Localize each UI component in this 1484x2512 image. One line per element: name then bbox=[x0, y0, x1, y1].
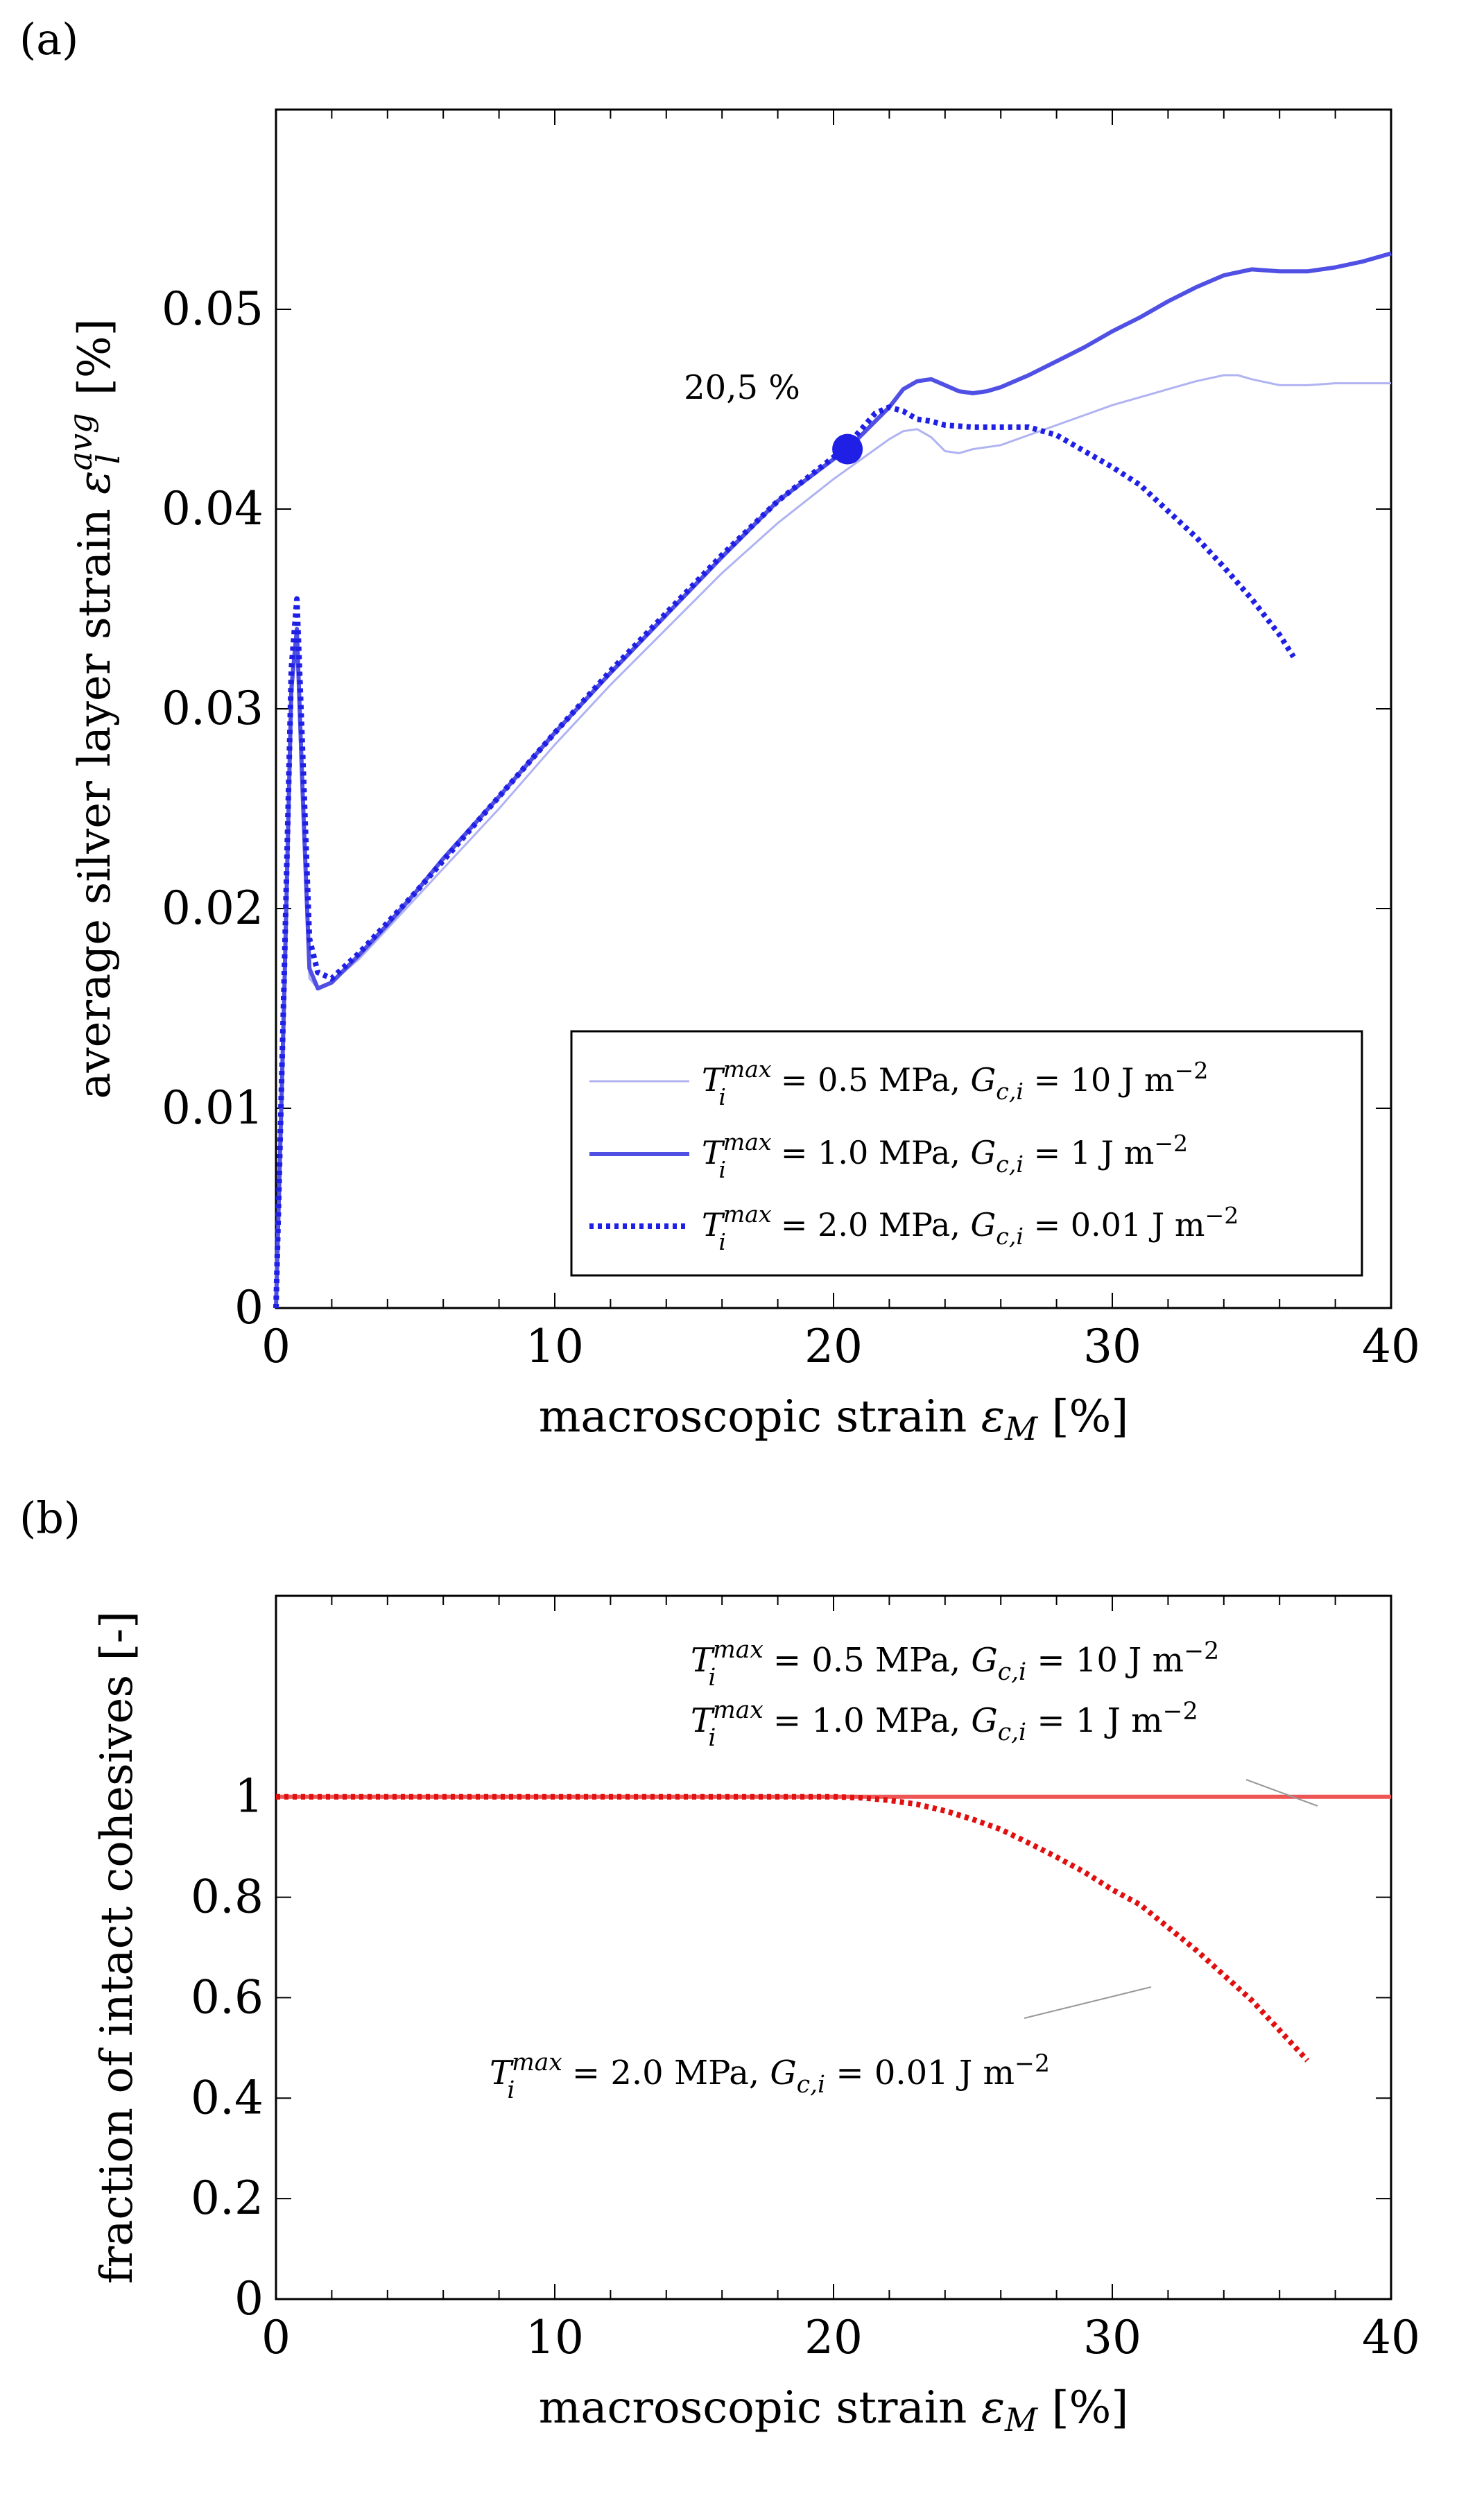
y-tick-label: 0.2 bbox=[191, 2171, 264, 2225]
legend-box bbox=[570, 1030, 1363, 1277]
y-tick-label: 0 bbox=[234, 2272, 264, 2325]
leader-line-2 bbox=[1024, 1986, 1152, 2019]
leader-line-1 bbox=[1245, 1779, 1318, 1807]
marker-20-5 bbox=[832, 433, 863, 465]
x-tick-label: 30 bbox=[1083, 1320, 1141, 1373]
y-tick-label: 0.03 bbox=[162, 682, 264, 735]
y-tick-label: 0.02 bbox=[162, 881, 264, 935]
x-tick-label: 20 bbox=[804, 2311, 863, 2364]
x-tick-label: 20 bbox=[804, 1320, 863, 1373]
panel-b: (b) 0 10 20 30 40 0 0.2 0.4 0.6 0.8 1 macroscopic st… bbox=[19, 1492, 1420, 2438]
y-tick-label: 0.6 bbox=[191, 1970, 264, 2024]
legend-label-3: Tmax i = 2.0 MPa, Gc,i = 0.01 J m−2 bbox=[702, 1201, 1239, 1255]
y-tick-label: 0.01 bbox=[162, 1081, 264, 1135]
x-axis-label: macroscopic strain εM [%] bbox=[539, 2382, 1129, 2438]
annotation-label: 20,5 % bbox=[684, 368, 800, 407]
series-line-3 bbox=[273, 404, 1296, 1309]
series-line-2 bbox=[274, 251, 1392, 1309]
y-tick-label: 0.4 bbox=[191, 2071, 264, 2124]
x-tick-label: 40 bbox=[1362, 2311, 1420, 2364]
x-tick-label: 0 bbox=[261, 2311, 291, 2364]
panel-a: (a) 0 10 20 30 40 0 0.01 0.02 0.03 0.04 0.05 macrosc… bbox=[19, 14, 1420, 1447]
annotation-label-1: Tmax i = 0.5 MPa, Gc,i = 10 J m−2 bbox=[691, 1636, 1219, 1692]
legend: Tmax i = 0.5 MPa, Gc,i = 10 J m−2 Tmax i = … bbox=[570, 1030, 1363, 1277]
y-tick-label: 0.8 bbox=[191, 1870, 264, 1924]
annotation-label-3: Tmax i = 2.0 MPa, Gc,i = 0.01 J m−2 bbox=[490, 2049, 1050, 2104]
series-line-2 bbox=[276, 1793, 1310, 2063]
y-tick-label: 0.04 bbox=[162, 482, 264, 535]
y-axis-label: average silver layer strain εavgl [%] bbox=[62, 318, 127, 1099]
panel-label: (a) bbox=[19, 14, 78, 64]
x-tick-label: 10 bbox=[526, 1320, 584, 1373]
legend-label-2: Tmax i = 1.0 MPa, Gc,i = 1 J m−2 bbox=[702, 1128, 1188, 1183]
x-tick-label: 40 bbox=[1362, 1320, 1420, 1373]
x-tick-label: 30 bbox=[1083, 2311, 1141, 2364]
y-tick-label: 0 bbox=[234, 1281, 264, 1334]
annotation-label-2: Tmax i = 1.0 MPa, Gc,i = 1 J m−2 bbox=[691, 1696, 1198, 1752]
x-tick-label: 0 bbox=[261, 1320, 291, 1373]
y-tick-label: 1 bbox=[234, 1770, 264, 1823]
y-axis-label: fraction of intact cohesives [-] bbox=[92, 1611, 143, 2284]
y-tick-label: 0.05 bbox=[162, 282, 264, 336]
x-axis-label: macroscopic strain εM [%] bbox=[539, 1391, 1129, 1447]
x-tick-label: 10 bbox=[526, 2311, 584, 2364]
legend-label-1: Tmax i = 0.5 MPa, Gc,i = 10 J m−2 bbox=[702, 1056, 1208, 1110]
panel-label: (b) bbox=[19, 1492, 80, 1543]
